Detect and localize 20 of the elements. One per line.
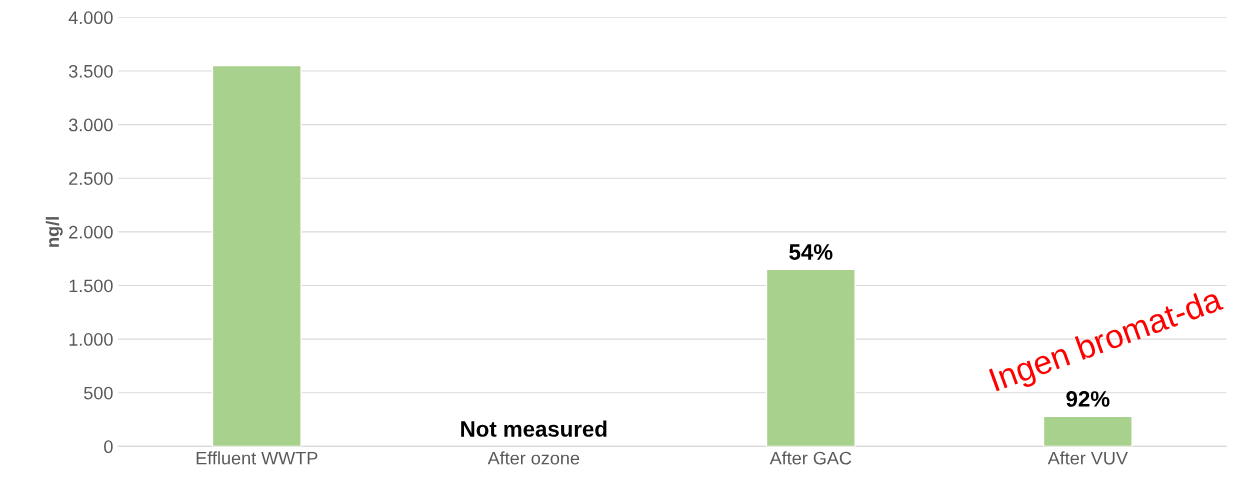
x-tick-label: After ozone <box>487 451 580 465</box>
x-tick-label: After VUV <box>1047 451 1128 465</box>
bar <box>211 64 302 447</box>
y-tick-label: 2.500 <box>69 172 113 185</box>
y-tick-label: 2.000 <box>69 225 113 239</box>
y-tick-label: 1.000 <box>69 333 113 346</box>
x-tick-label: Effluent WWTP <box>196 451 318 465</box>
bar <box>765 268 856 447</box>
annotation: 92% <box>1066 391 1110 407</box>
y-axis-title: ng/l <box>45 217 63 247</box>
annotation: 54% <box>789 244 833 260</box>
bar <box>1042 415 1133 447</box>
y-tick-label: 4.000 <box>68 11 113 25</box>
y-tick-label: 0 <box>104 440 113 454</box>
y-tick-label: 3.500 <box>68 64 113 78</box>
y-tick-label: 500 <box>84 386 113 400</box>
y-tick-label: 1.500 <box>69 279 113 293</box>
annotation: Not measured <box>461 420 607 437</box>
y-tick-label: 3.000 <box>68 118 113 132</box>
x-tick-label: After GAC <box>769 451 852 465</box>
